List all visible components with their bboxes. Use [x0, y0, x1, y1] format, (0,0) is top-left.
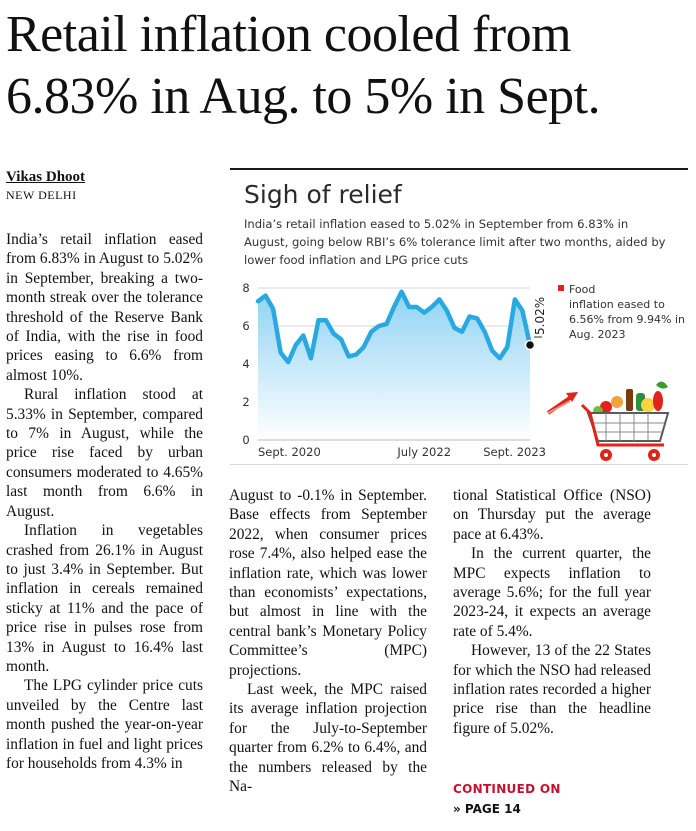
paragraph: August to -0.1% in September. Base effec…: [229, 487, 427, 679]
y-tick-label: 6: [242, 319, 249, 333]
byline: Vikas Dhoot NEW DELHI: [6, 168, 85, 204]
y-tick-label: 2: [242, 395, 249, 409]
legend-swatch: [558, 285, 564, 291]
article-column-2: August to -0.1% in September. Base effec…: [229, 486, 427, 797]
end-value-label: 5.02%: [533, 297, 547, 335]
area-fill: [258, 291, 530, 440]
continued-on[interactable]: CONTINUED ON » PAGE 14: [453, 780, 561, 820]
paragraph: In the current quarter, the MPC expects …: [453, 545, 651, 640]
byline-author[interactable]: Vikas Dhoot: [6, 169, 86, 185]
legend-text: inflation eased to 6.56% from 9.94% in A…: [569, 298, 686, 341]
paragraph: Rural inflation stood at 5.33% in Septem…: [6, 386, 203, 520]
series-line: [255, 289, 533, 365]
legend-label: Food: [569, 283, 596, 296]
paragraph: Last week, the MPC raised its average in…: [229, 681, 427, 796]
shopping-basket-icon: [546, 381, 670, 461]
headline-line-1: Retail inflation cooled from: [6, 6, 572, 63]
byline-location: NEW DELHI: [6, 188, 77, 202]
x-tick-label: July 2022: [396, 445, 451, 459]
y-tick-label: 4: [242, 357, 249, 371]
x-tick-label: Sept. 2020: [258, 445, 321, 459]
inflation-chart: 0 2 4 6 8 5.02% Sept. 2020 July 2022 Sept. 2023: [242, 281, 547, 459]
end-point-marker: [524, 339, 536, 351]
continued-label: CONTINUED ON: [453, 782, 561, 796]
y-tick-label: 8: [242, 281, 249, 295]
article-column-3: tional Statistical Office (NSO) on Thurs…: [453, 486, 651, 738]
chart-title: Sigh of relief: [244, 180, 402, 209]
headline: Retail inflation cooled from 6.83% in Au…: [6, 4, 692, 128]
chart-panel: 0 2 4 6 8 5.02% Sept. 2020 July 2022 Sept. 2023 …: [230, 168, 688, 465]
chart-subtitle: India’s retail inflation eased to 5.02% …: [244, 217, 666, 267]
paragraph: However, 13 of the 22 States for which t…: [453, 642, 651, 737]
headline-line-2: 6.83% in Aug. to 5% in Sept.: [6, 68, 601, 125]
paragraph: The LPG cylinder price cuts unveiled by …: [6, 677, 203, 772]
y-tick-label: 0: [242, 433, 249, 447]
continued-page[interactable]: » PAGE 14: [453, 802, 521, 816]
paragraph: tional Statistical Office (NSO) on Thurs…: [453, 487, 651, 543]
x-tick-label: Sept. 2023: [483, 445, 546, 459]
article-column-1: India’s retail inflation eased from 6.83…: [6, 230, 203, 773]
chart-legend: Food inflation eased to 6.56% from 9.94%…: [558, 282, 688, 342]
paragraph: India’s retail inflation eased from 6.83…: [6, 231, 203, 384]
paragraph: Inflation in vegetables crashed from 26.…: [6, 522, 203, 675]
